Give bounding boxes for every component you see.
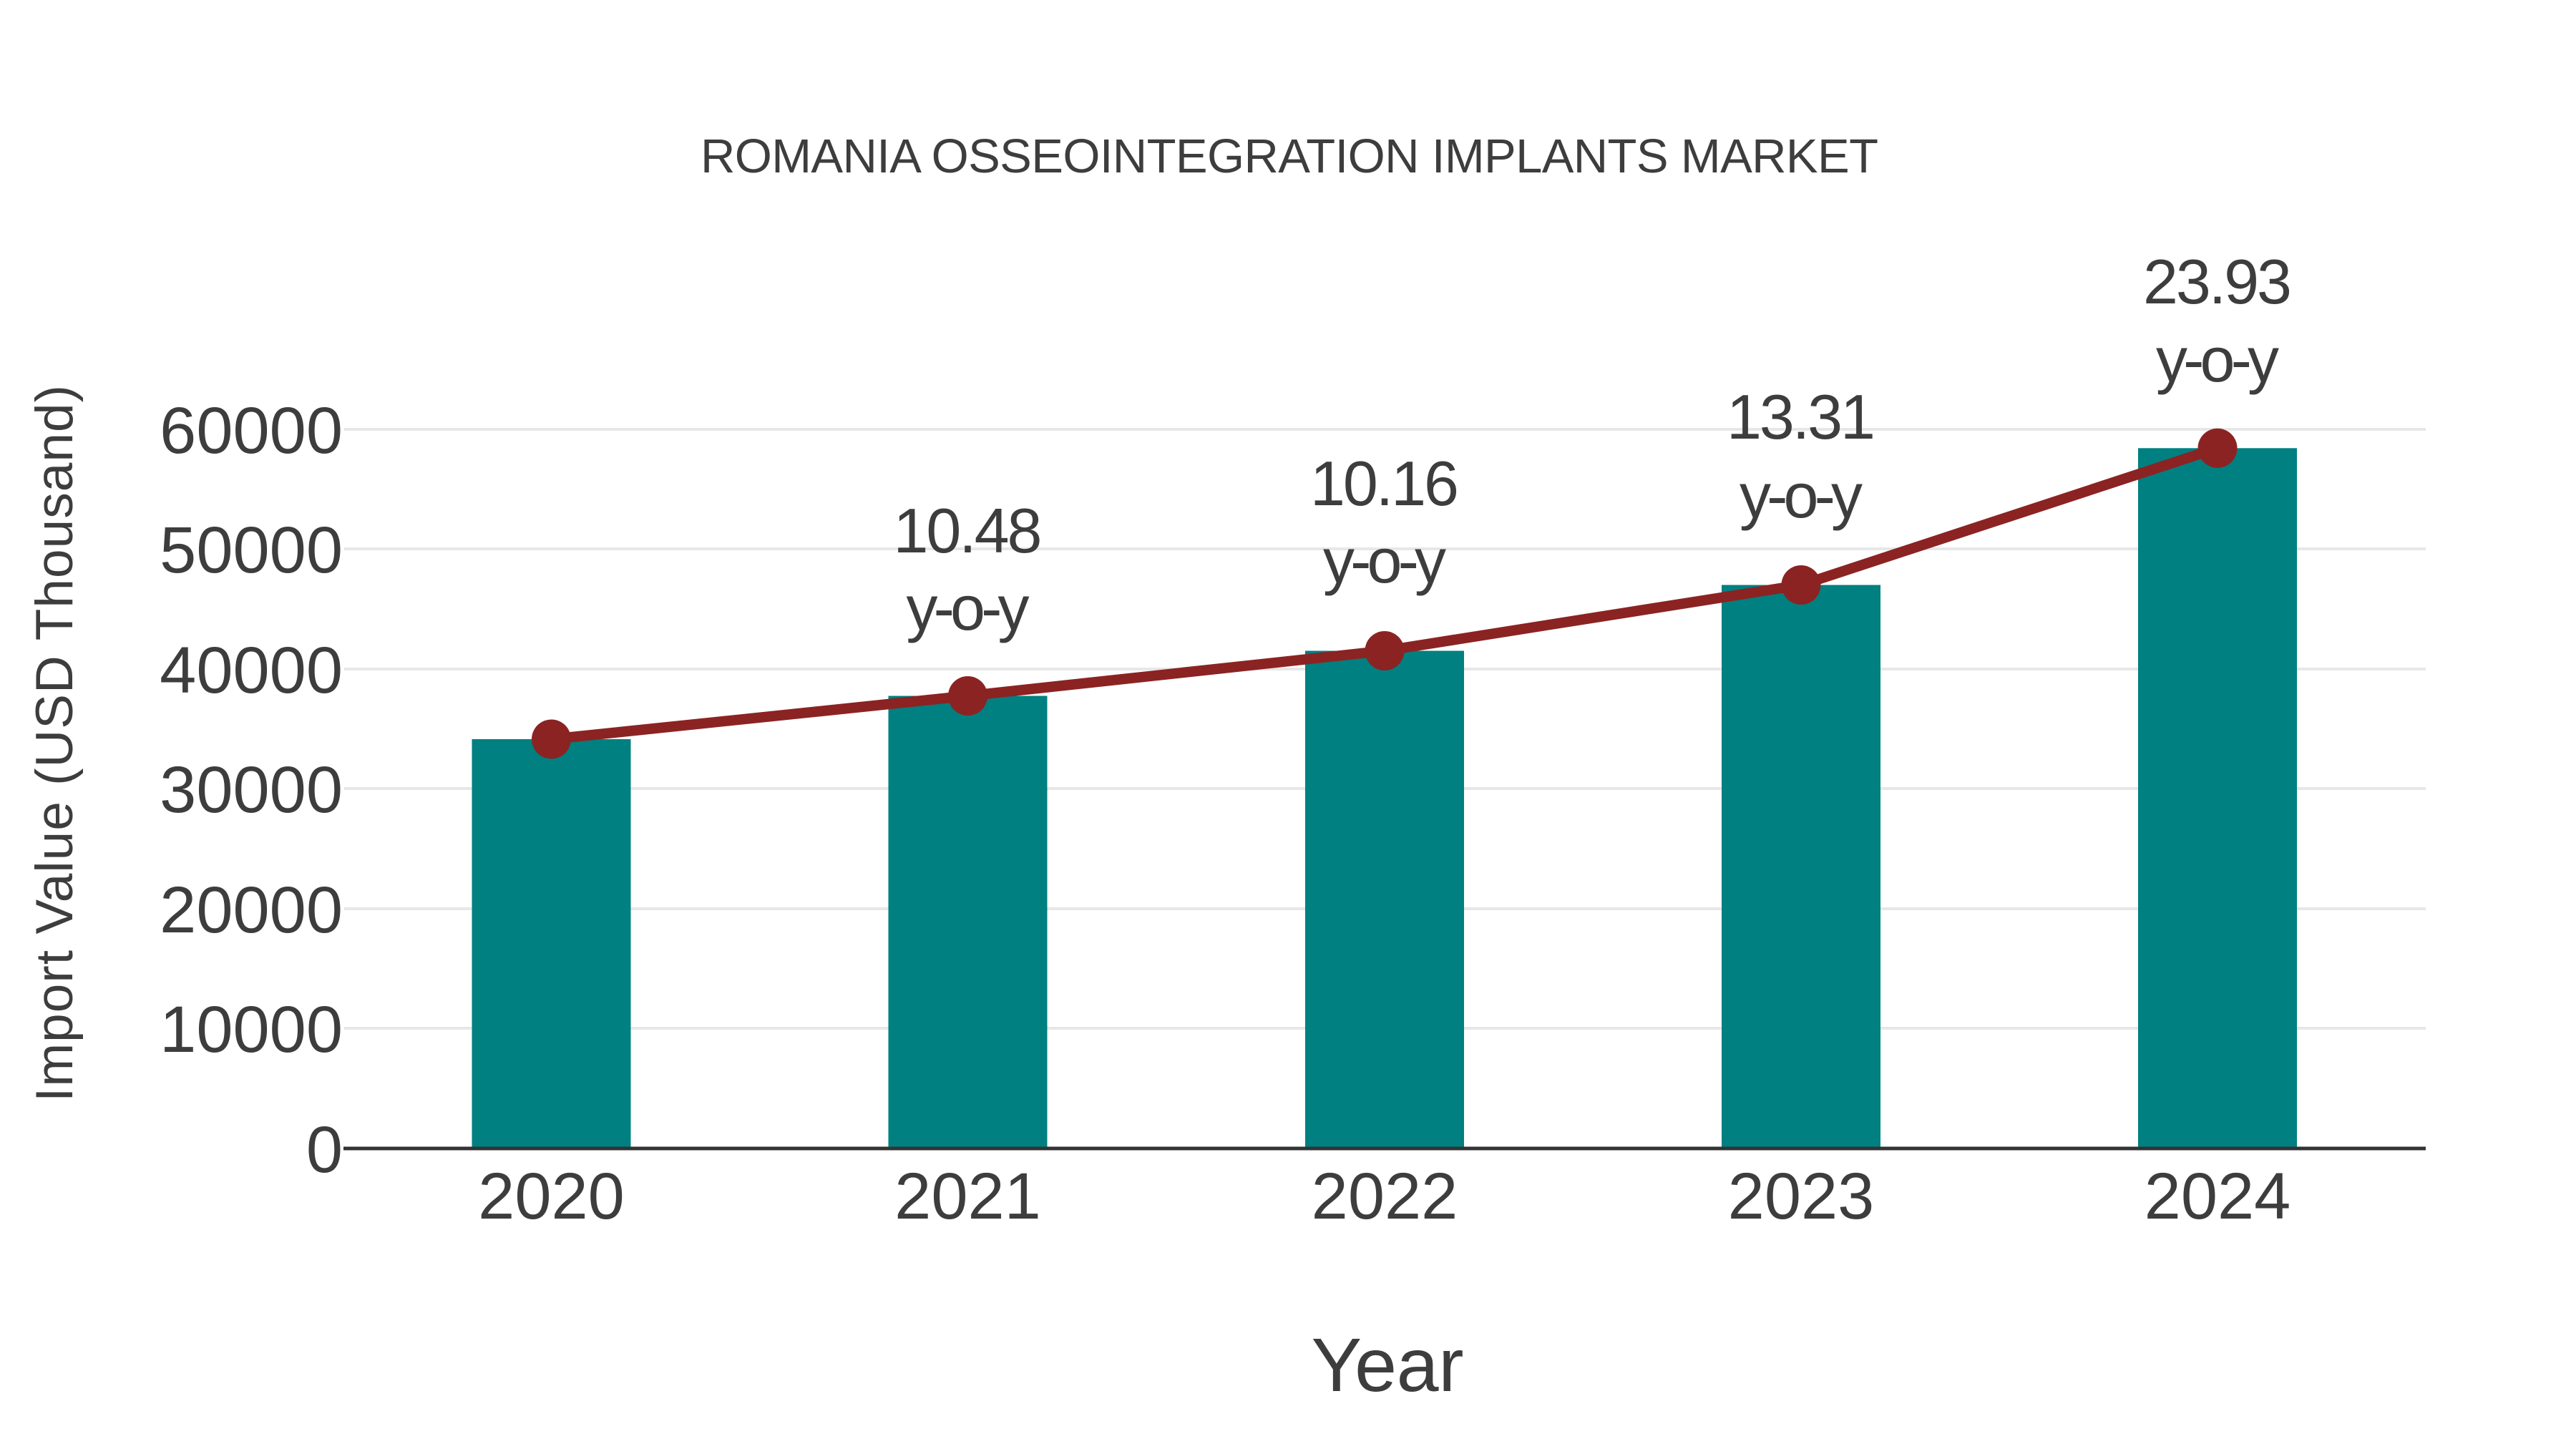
svg-text:0: 0 bbox=[306, 1113, 343, 1186]
svg-text:60000: 60000 bbox=[160, 394, 343, 467]
svg-text:y-o-y: y-o-y bbox=[907, 572, 1030, 643]
svg-text:50000: 50000 bbox=[160, 514, 343, 587]
svg-text:20000: 20000 bbox=[160, 874, 343, 947]
svg-text:y-o-y: y-o-y bbox=[1323, 525, 1446, 596]
svg-text:y-o-y: y-o-y bbox=[1740, 460, 1863, 531]
svg-text:2020: 2020 bbox=[478, 1160, 625, 1233]
svg-text:2022: 2022 bbox=[1312, 1160, 1458, 1233]
svg-text:10.48: 10.48 bbox=[894, 495, 1043, 566]
svg-text:2024: 2024 bbox=[2145, 1160, 2291, 1233]
svg-text:10.16: 10.16 bbox=[1310, 448, 1459, 519]
svg-text:13.31: 13.31 bbox=[1727, 381, 1875, 452]
svg-text:2023: 2023 bbox=[1728, 1160, 1875, 1233]
svg-text:Year: Year bbox=[1312, 1323, 1464, 1407]
svg-text:ROMANIA OSSEOINTEGRATION IMPLA: ROMANIA OSSEOINTEGRATION IMPLANTS MARKET bbox=[701, 130, 1878, 183]
svg-text:40000: 40000 bbox=[160, 634, 343, 707]
svg-text:30000: 30000 bbox=[160, 753, 343, 826]
svg-text:y-o-y: y-o-y bbox=[2156, 324, 2279, 395]
svg-text:23.93: 23.93 bbox=[2143, 246, 2292, 317]
svg-text:Import Value (USD Thousand): Import Value (USD Thousand) bbox=[26, 385, 84, 1102]
svg-text:2021: 2021 bbox=[894, 1160, 1041, 1233]
svg-text:10000: 10000 bbox=[160, 993, 343, 1066]
